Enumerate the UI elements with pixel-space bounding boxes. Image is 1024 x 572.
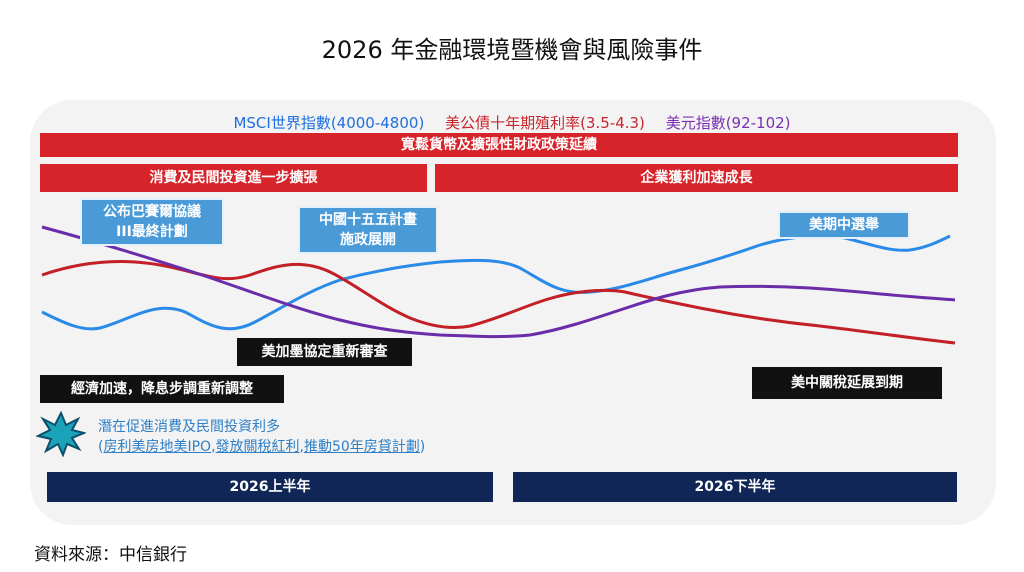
legend: MSCI世界指數(4000-4800) 美公債十年期殖利率(3.5-4.3) 美… bbox=[0, 112, 1024, 133]
promo-open-paren: ( bbox=[98, 439, 104, 455]
event-basel-line1: 公布巴賽爾協議 bbox=[103, 204, 201, 220]
banner-policy: 寬鬆貨幣及擴張性財政政策延續 bbox=[40, 133, 958, 157]
banner-consumption: 消費及民間投資進一步擴張 bbox=[40, 164, 427, 192]
ust-yield-line bbox=[41, 260, 956, 345]
period-h2: 2026下半年 bbox=[513, 472, 957, 502]
promo-item-tariff-dividend: 發放關稅紅利 bbox=[215, 439, 300, 455]
dollar-index-line bbox=[41, 225, 956, 339]
legend-dollar-index: 美元指數(92-102) bbox=[665, 114, 791, 132]
promo-heading: 潛在促進消費及民間投資利多 bbox=[98, 419, 280, 435]
promo-close-paren: ) bbox=[419, 439, 426, 455]
period-h1: 2026上半年 bbox=[47, 472, 493, 502]
burst-icon bbox=[36, 411, 86, 457]
event-usmca-review: 美加墨協定重新審查 bbox=[237, 338, 412, 366]
msci-line bbox=[41, 234, 951, 331]
promo-items: (房利美房地美IPO,發放關稅紅利,推動50年房貸計劃) bbox=[98, 436, 425, 456]
event-midterm: 美期中選舉 bbox=[778, 211, 910, 239]
event-china-plan-line1: 中國十五五計畫 bbox=[319, 212, 417, 228]
promo-sep-2: , bbox=[299, 439, 304, 455]
event-china-plan: 中國十五五計畫 施政展開 bbox=[298, 206, 438, 254]
source-note: 資料來源：中信銀行 bbox=[34, 545, 187, 565]
promo-item-ipo: 房利美房地美IPO bbox=[103, 439, 212, 455]
event-china-plan-line2: 施政展開 bbox=[340, 232, 396, 248]
promo-sep-1: , bbox=[211, 439, 216, 455]
event-tariff-expiry: 美中關稅延展到期 bbox=[752, 367, 942, 399]
event-basel: 公布巴賽爾協議 III最終計劃 bbox=[80, 198, 224, 246]
legend-msci: MSCI世界指數(4000-4800) bbox=[233, 114, 425, 132]
event-basel-line2: III最終計劃 bbox=[116, 224, 188, 240]
legend-ust-yield: 美公債十年期殖利率(3.5-4.3) bbox=[445, 114, 645, 132]
promo-item-mortgage: 推動50年房貸計劃 bbox=[303, 439, 420, 455]
page-title: 2026 年金融環境暨機會與風險事件 bbox=[321, 36, 703, 64]
banner-earnings: 企業獲利加速成長 bbox=[435, 164, 958, 192]
event-growth-rate: 經濟加速，降息步調重新調整 bbox=[40, 375, 284, 403]
